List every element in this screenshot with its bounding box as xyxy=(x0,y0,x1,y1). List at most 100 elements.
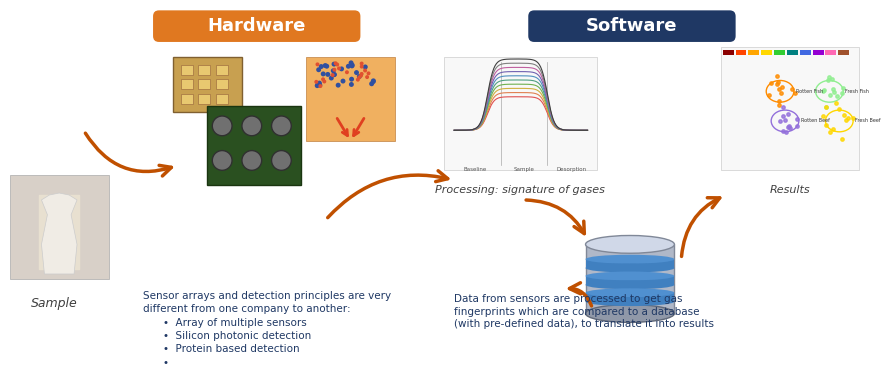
Circle shape xyxy=(315,83,319,88)
Point xyxy=(816,88,830,94)
Text: Rotten Beef: Rotten Beef xyxy=(801,119,830,124)
Circle shape xyxy=(360,72,363,76)
FancyBboxPatch shape xyxy=(586,293,675,301)
Point xyxy=(829,100,843,106)
Circle shape xyxy=(359,74,363,78)
FancyBboxPatch shape xyxy=(445,57,597,170)
Circle shape xyxy=(316,67,321,72)
FancyBboxPatch shape xyxy=(787,50,798,55)
Point xyxy=(781,110,796,117)
Circle shape xyxy=(331,68,336,73)
Circle shape xyxy=(349,64,355,68)
Polygon shape xyxy=(41,193,77,274)
Circle shape xyxy=(370,82,374,86)
Circle shape xyxy=(349,82,354,87)
Point xyxy=(832,106,846,113)
Circle shape xyxy=(213,116,232,136)
FancyBboxPatch shape xyxy=(586,276,675,285)
Point xyxy=(825,76,839,82)
Circle shape xyxy=(332,62,337,67)
FancyBboxPatch shape xyxy=(736,50,746,55)
Point xyxy=(820,77,834,83)
Circle shape xyxy=(335,62,340,67)
FancyBboxPatch shape xyxy=(800,50,811,55)
Text: different from one company to another:: different from one company to another: xyxy=(143,304,351,314)
Circle shape xyxy=(348,60,354,65)
Text: •: • xyxy=(163,358,169,368)
Text: (with pre-defined data), to translate it into results: (with pre-defined data), to translate it… xyxy=(454,319,714,330)
Circle shape xyxy=(333,68,336,72)
FancyBboxPatch shape xyxy=(153,11,361,42)
Circle shape xyxy=(357,74,362,79)
FancyBboxPatch shape xyxy=(586,245,675,314)
Circle shape xyxy=(363,69,367,73)
FancyBboxPatch shape xyxy=(10,175,108,279)
Circle shape xyxy=(346,64,351,69)
Point xyxy=(778,117,792,124)
Text: Results: Results xyxy=(770,185,811,195)
Circle shape xyxy=(317,81,322,85)
Point xyxy=(819,122,833,128)
Point xyxy=(773,117,787,124)
Circle shape xyxy=(242,116,262,136)
Circle shape xyxy=(322,80,326,83)
FancyBboxPatch shape xyxy=(207,106,301,185)
Point xyxy=(775,128,789,134)
Circle shape xyxy=(336,83,340,88)
Point xyxy=(818,104,833,110)
Circle shape xyxy=(316,62,319,66)
Circle shape xyxy=(314,80,318,84)
Circle shape xyxy=(363,64,368,69)
FancyBboxPatch shape xyxy=(216,80,228,89)
Circle shape xyxy=(355,78,360,82)
Text: Sample: Sample xyxy=(513,167,534,172)
FancyBboxPatch shape xyxy=(722,50,734,55)
Ellipse shape xyxy=(586,280,675,289)
Circle shape xyxy=(318,84,322,88)
FancyBboxPatch shape xyxy=(528,11,736,42)
FancyBboxPatch shape xyxy=(721,47,859,170)
FancyBboxPatch shape xyxy=(181,65,192,74)
Ellipse shape xyxy=(586,236,675,253)
FancyBboxPatch shape xyxy=(749,50,759,55)
Point xyxy=(826,126,841,133)
Point xyxy=(773,102,787,108)
Circle shape xyxy=(213,151,232,170)
Text: •  Silicon photonic detection: • Silicon photonic detection xyxy=(163,331,311,341)
Text: Baseline: Baseline xyxy=(463,167,487,172)
Circle shape xyxy=(350,63,355,67)
Point xyxy=(839,116,853,122)
Circle shape xyxy=(321,77,325,81)
Circle shape xyxy=(365,75,369,79)
Point xyxy=(818,87,832,93)
Circle shape xyxy=(325,64,329,69)
Point xyxy=(816,113,830,119)
Circle shape xyxy=(272,151,291,170)
Point xyxy=(762,92,776,98)
Point xyxy=(785,86,799,92)
Ellipse shape xyxy=(586,305,675,323)
Circle shape xyxy=(332,72,336,77)
Circle shape xyxy=(345,70,349,74)
FancyBboxPatch shape xyxy=(761,50,772,55)
Circle shape xyxy=(339,66,344,71)
Ellipse shape xyxy=(586,255,675,264)
Text: Processing: signature of gases: Processing: signature of gases xyxy=(436,185,605,195)
Circle shape xyxy=(357,75,361,80)
Circle shape xyxy=(272,116,291,136)
Circle shape xyxy=(242,151,262,170)
Point xyxy=(779,129,793,135)
Point xyxy=(837,112,851,118)
Text: Hardware: Hardware xyxy=(207,17,306,35)
Circle shape xyxy=(360,65,363,69)
Circle shape xyxy=(354,70,359,75)
FancyBboxPatch shape xyxy=(586,259,675,268)
FancyBboxPatch shape xyxy=(216,94,228,104)
FancyBboxPatch shape xyxy=(838,50,849,55)
Point xyxy=(775,84,789,90)
Circle shape xyxy=(371,78,376,83)
FancyBboxPatch shape xyxy=(826,50,836,55)
Point xyxy=(781,124,795,130)
Point xyxy=(789,116,804,122)
Ellipse shape xyxy=(586,288,675,297)
